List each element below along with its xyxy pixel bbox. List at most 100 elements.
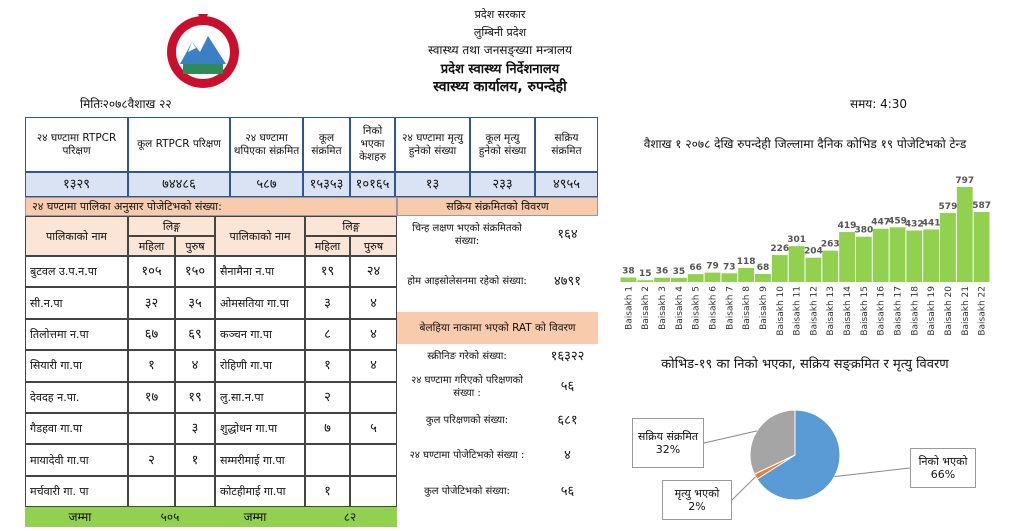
bar [687,274,704,282]
bar [637,280,654,282]
summary-value: ५८७ [230,172,303,197]
data-label: 459 [888,216,907,226]
cell-value: १ [305,350,350,382]
pie-slice [756,409,841,501]
cell-value: ४ [350,318,397,351]
cell-name: मायादेवी गा.पा [25,444,128,476]
active-label: कुल परिक्षणको संख्या: [425,414,509,426]
bar [771,255,788,282]
bar [805,257,822,282]
column-header: महिला [128,236,175,256]
summary-header: निको भएका केशहरु [350,117,395,172]
x-tick-label: Baisakh 18 [910,286,920,336]
cell-value: १९ [175,381,215,413]
time: समय: 4:30 [850,96,908,111]
data-label: 73 [723,262,736,272]
cell-value: १०५ [128,256,175,288]
cell-value: ३ [175,413,215,445]
leader-line [731,476,756,501]
x-tick-label: Baisakh 10 [776,286,786,336]
cell-value: ७ [305,413,350,445]
x-tick-label: Baisakh 20 [944,286,954,336]
active-label: स्क्रीनिङ गरेको संख्या: [427,351,507,362]
data-label: 263 [821,240,840,250]
cell-value: १ [128,350,175,382]
bar [956,187,973,282]
summary-value: ४९५५ [535,172,598,197]
bar [923,229,940,282]
pie-label: सक्रिय संक्रमित 32% [632,418,704,468]
summary-header: २४ घण्टामा मृत्यु हुनेको संख्या [395,117,470,172]
cell-name: तिलोत्तमा न.पा [25,318,128,351]
data-label: 301 [787,235,806,245]
summary-header: २४ घण्टामा RTPCR परिक्षण [25,117,128,172]
data-label: 204 [804,247,823,257]
cell-value: २ [128,444,175,476]
pie-label-value: 32% [655,443,681,456]
summary-value: १३ [395,172,470,197]
active-value: ४७९१ [553,274,582,289]
data-label: 441 [922,218,941,228]
bar [654,277,670,282]
x-tick-label: Baisakh 17 [894,286,904,336]
column-header: पालिकाको नाम [215,216,305,256]
header-line: स्वास्थ्य कार्यालय, रुपन्देही [433,78,567,95]
cell-value: ८ [305,318,350,351]
summary-value: ७४४८६ [128,172,230,197]
summary-value: २३३ [470,172,535,197]
bar [788,246,805,282]
data-label: 579 [939,202,958,212]
pie-label-name: मृत्यु भएको [674,487,720,500]
section-title: २४ घण्टामा पालिका अनुसार पोजेटिभको संख्य… [25,197,397,216]
bar [872,228,889,282]
summary-header: कूल मृत्यु हुनेको संख्या [470,117,535,172]
cell-name: शुद्धोधन गा.पा [215,413,305,445]
pie-label: मृत्यु भएको 2% [662,480,732,520]
chart-title: कोभिड-१९ का निको भएका, सक्रिय सङ्क्रमित … [661,357,949,372]
active-label: २४ घण्टामा पोजेटिभको संख्या : [409,449,525,461]
cell-value: ३ [305,287,350,319]
cell-value [128,413,175,445]
data-label: 38 [622,266,635,276]
active-label: होम आइसोलेसनमा रहेको संख्या: [407,276,527,287]
x-tick-label: Baisakh 4 [675,286,685,330]
data-label: 79 [706,262,719,272]
chart-title: वैशाख १ २०७८ देखि रुपन्देही जिल्लामा दैन… [643,136,967,151]
x-tick-label: Baisakh 13 [826,286,836,336]
pie-label: निको भएको 66% [910,448,976,488]
column-header: लिङ्ग [128,216,215,236]
cell-name: कोटहीमाई गा.पा [215,475,305,508]
leader-line [703,430,758,444]
pie-label-value: 2% [688,500,706,513]
active-label: चिन्ह लक्षण भएको संक्रमितको संख्या: [412,222,522,247]
cell-value [350,444,397,476]
data-label: 432 [905,220,924,230]
total-row [25,507,397,527]
logo [167,14,239,88]
summary-value: १०१६५ [350,172,395,197]
cell-value: ६९ [175,318,215,351]
header-line: प्रदेश सरकार [474,7,526,21]
data-label: 797 [955,176,974,186]
cell-value [128,475,175,508]
pie-label-name: सक्रिय संक्रमित [637,430,699,443]
date: मितिः२०७८वैशाख २२ [80,96,172,111]
column-header: पुरुष [350,236,397,256]
column-header: महिला [305,236,350,256]
bar [620,277,637,282]
summary-header: सक्रिय संक्रमित [535,117,598,172]
cell-value: २४ [350,256,397,288]
cell-value [350,475,397,508]
cell-name: सियारी गा.पा [25,350,128,382]
cell-value: २ [305,381,350,413]
cell-name: लु.सा.न.पा [215,381,305,413]
active-label: २४ घण्टामा गरिएको परिक्षणको संख्या : [411,374,523,399]
cell-name: सैनामैना न.पा [215,256,305,288]
cell-value [305,444,350,476]
summary-value: १५३५३ [303,172,350,197]
cell-value: ५ [350,413,397,445]
x-tick-label: Baisakh 1 [624,286,634,330]
x-tick-label: Baisakh 21 [961,286,971,336]
x-tick-label: Baisakh 14 [843,286,853,336]
cell-name: मर्चवारी गा. पा [25,475,128,508]
